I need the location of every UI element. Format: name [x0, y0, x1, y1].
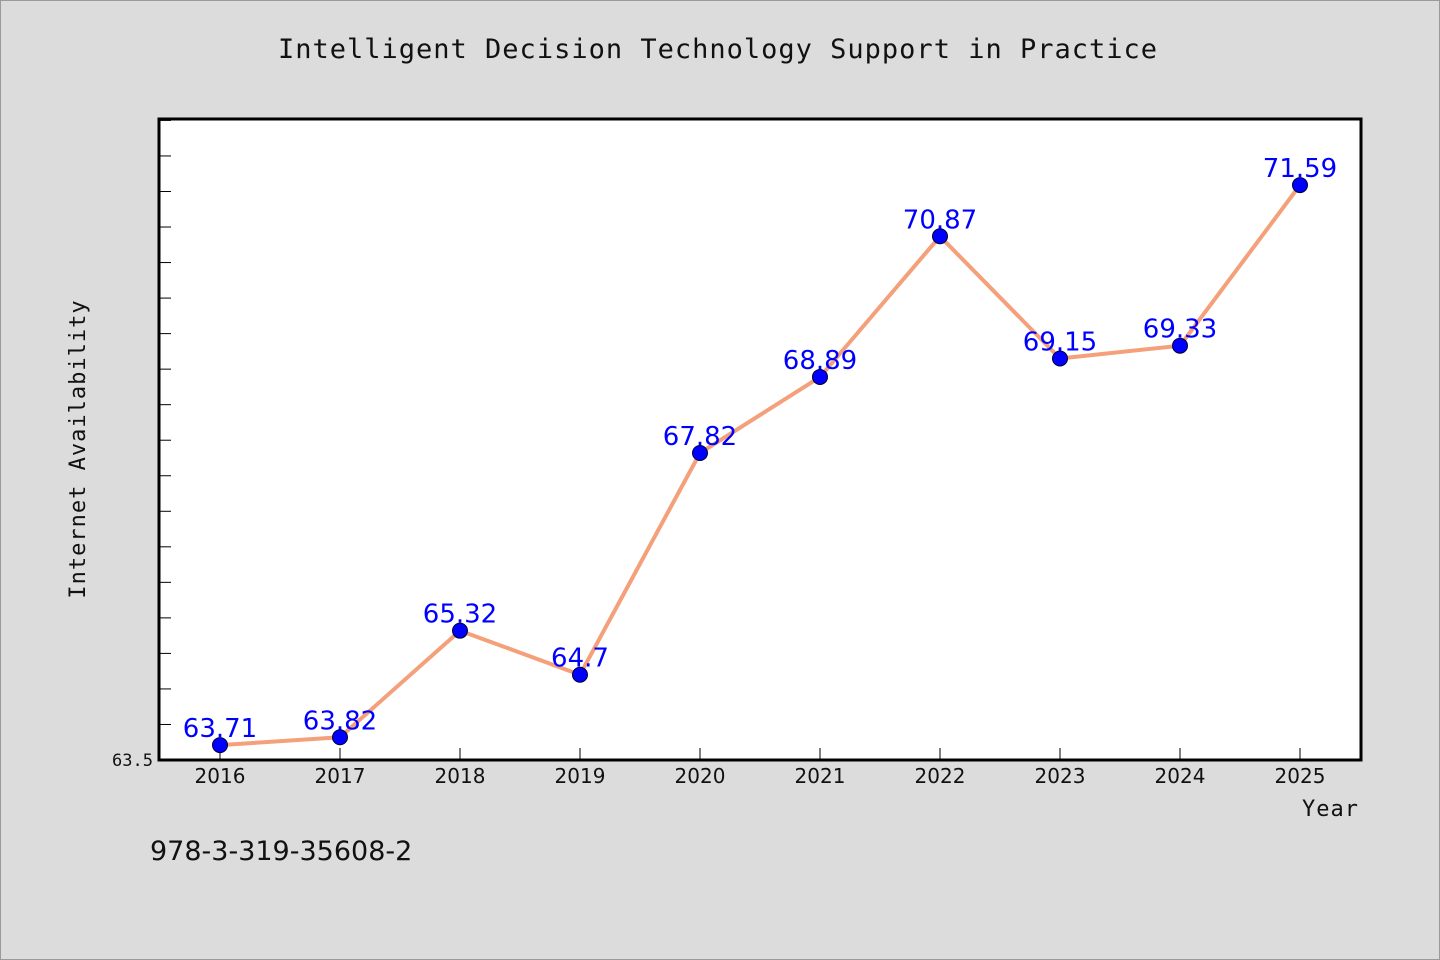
x-tick-label: 2019 — [555, 764, 606, 788]
data-label: 63.82 — [303, 706, 377, 736]
x-tick-label: 2025 — [1275, 764, 1326, 788]
x-tick-label: 2020 — [675, 764, 726, 788]
y-axis-title: Internet Availability — [66, 299, 91, 598]
data-label: 65.32 — [423, 600, 497, 630]
data-label: 69.33 — [1143, 315, 1217, 345]
x-tick-label: 2023 — [1035, 764, 1086, 788]
x-tick-label: 2021 — [795, 764, 846, 788]
data-label: 64.7 — [551, 644, 609, 674]
data-point — [572, 666, 588, 683]
x-axis-ticks — [219, 748, 1301, 760]
data-point — [1052, 350, 1068, 367]
data-point — [332, 729, 348, 746]
data-point — [812, 368, 828, 385]
isbn-footer: 978-3-319-35608-2 — [150, 836, 413, 867]
x-tick-label: 2024 — [1155, 764, 1206, 788]
data-label: 63.71 — [183, 714, 257, 744]
chart-title: Intelligent Decision Technology Support … — [277, 34, 1159, 65]
data-label: 67.82 — [663, 422, 737, 452]
plot-area — [157, 117, 1363, 762]
y-tick-label: 63.5 — [112, 751, 153, 771]
data-label: 70.87 — [903, 205, 977, 235]
data-point — [692, 445, 708, 462]
data-label: 69.15 — [1023, 327, 1097, 357]
x-tick-label: 2018 — [435, 764, 486, 788]
data-markers — [212, 177, 1308, 754]
data-point — [1172, 337, 1188, 354]
x-axis-tick-labels: 2016 2017 2018 2019 2020 2021 2022 2023 2024 2025 — [195, 764, 1326, 788]
data-point — [212, 737, 228, 754]
x-axis-title: Year — [1302, 797, 1359, 822]
data-point — [932, 228, 948, 245]
x-tick-label: 2017 — [315, 764, 366, 788]
data-label: 68.89 — [783, 346, 857, 376]
data-point — [1292, 177, 1308, 194]
x-tick-label: 2016 — [195, 764, 246, 788]
data-label: 71.59 — [1263, 154, 1337, 184]
data-point — [452, 622, 468, 639]
y-axis-ticks — [159, 119, 171, 761]
data-labels: 63.71 63.82 65.32 64.7 67.82 68.89 70.87 69.15 6… — [183, 154, 1337, 744]
series-line — [219, 183, 1302, 748]
x-tick-label: 2022 — [915, 764, 966, 788]
